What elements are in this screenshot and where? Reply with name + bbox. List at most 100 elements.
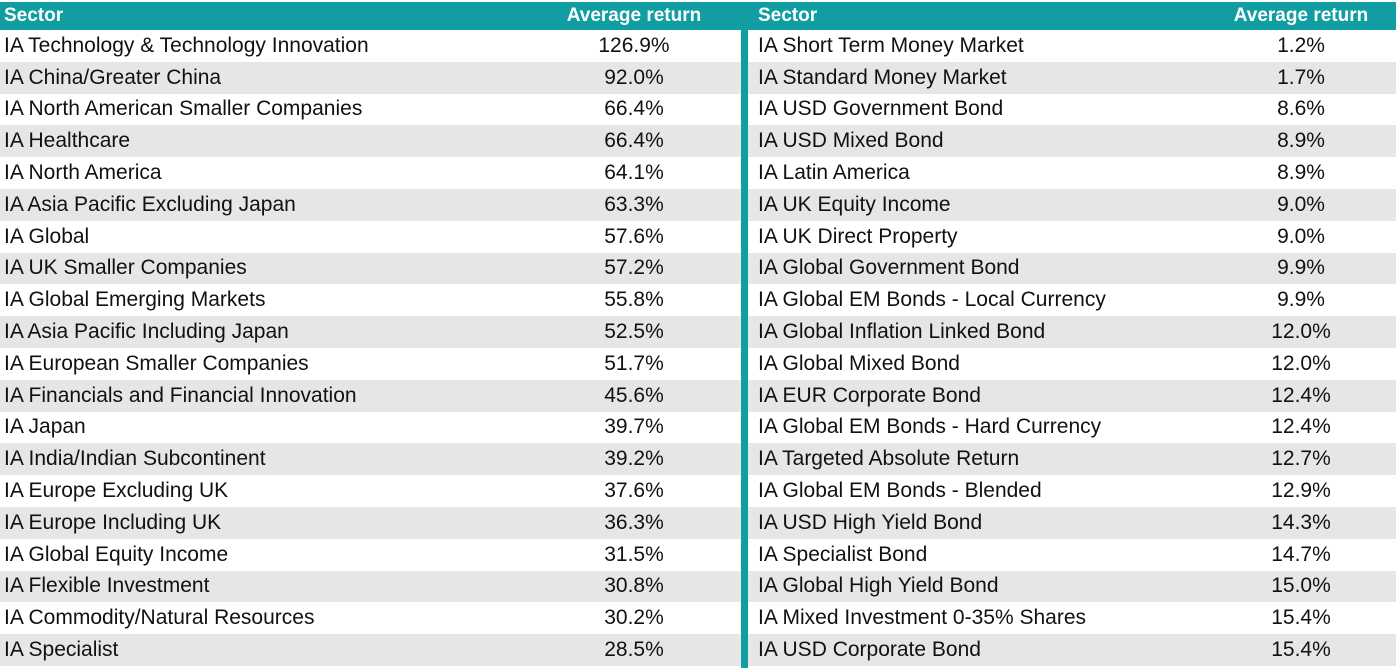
average-return-cell: 66.4%: [604, 129, 664, 153]
sector-cell: IA Healthcare: [4, 129, 131, 153]
table-row: IA Short Term Money Market 1.2%: [748, 30, 1396, 62]
table-row: IA Global Government Bond 9.9%: [748, 252, 1396, 285]
table-row: IA Standard Money Market 1.7%: [748, 61, 1396, 94]
table-row: IA India/Indian Subcontinent 39.2%: [0, 443, 742, 476]
table-row: IA Asia Pacific Including Japan 52.5%: [0, 316, 742, 348]
table-row: IA USD Corporate Bond 15.4%: [748, 634, 1396, 666]
table-row: IA North American Smaller Companies 66.4%: [0, 94, 742, 126]
table-row: IA Global High Yield Bond 15.0%: [748, 570, 1396, 603]
average-return-cell: 12.7%: [1271, 447, 1331, 471]
table-row: IA Flexible Investment 30.8%: [0, 570, 742, 603]
table-row: IA Japan 39.7%: [0, 412, 742, 444]
sector-cell: IA Global High Yield Bond: [758, 574, 999, 598]
sector-cell: IA Technology & Technology Innovation: [4, 33, 369, 57]
table-row: IA UK Direct Property 9.0%: [748, 221, 1396, 253]
sector-cell: IA Specialist: [4, 638, 119, 662]
average-return-cell: 52.5%: [604, 320, 664, 344]
sector-cell: IA USD High Yield Bond: [758, 510, 983, 534]
table-row: IA Global Equity Income 31.5%: [0, 539, 742, 571]
sector-cell: IA European Smaller Companies: [4, 351, 309, 375]
average-return-cell: 12.4%: [1271, 383, 1331, 407]
sector-cell: IA Global EM Bonds - Blended: [758, 479, 1042, 503]
table-row: IA Healthcare 66.4%: [0, 125, 742, 158]
sector-cell: IA USD Government Bond: [758, 97, 1004, 121]
table-header: Sector Average return: [748, 2, 1396, 30]
average-return-cell: 15.4%: [1271, 638, 1331, 662]
table-row: IA USD Mixed Bond 8.9%: [748, 125, 1396, 158]
table-row: IA Targeted Absolute Return 12.7%: [748, 443, 1396, 476]
table-row: IA Specialist 28.5%: [0, 634, 742, 666]
sector-cell: IA China/Greater China: [4, 65, 222, 89]
sector-cell: IA Standard Money Market: [758, 65, 1007, 89]
table-divider: [741, 2, 748, 668]
table-row: IA Global EM Bonds - Blended 12.9%: [748, 475, 1396, 507]
average-return-cell: 31.5%: [604, 542, 664, 566]
table-row: IA Asia Pacific Excluding Japan 63.3%: [0, 188, 742, 221]
average-return-cell: 9.9%: [1277, 256, 1325, 280]
average-return-cell: 12.0%: [1271, 351, 1331, 375]
table-row: IA North America 64.1%: [0, 157, 742, 189]
table-row: IA Global 57.6%: [0, 221, 742, 253]
average-return-cell: 63.3%: [604, 192, 664, 216]
sector-cell: IA Global Emerging Markets: [4, 288, 266, 312]
table-row: IA China/Greater China 92.0%: [0, 61, 742, 94]
sector-cell: IA Japan: [4, 415, 86, 439]
table-row: IA USD Government Bond 8.6%: [748, 94, 1396, 126]
table-row: IA EUR Corporate Bond 12.4%: [748, 379, 1396, 412]
average-return-cell: 1.2%: [1277, 33, 1325, 57]
average-return-cell: 92.0%: [604, 65, 664, 89]
average-return-column-header: Average return: [1233, 5, 1369, 26]
table-row: IA Global Inflation Linked Bond 12.0%: [748, 316, 1396, 348]
sector-cell: IA Europe Including UK: [4, 510, 222, 534]
sector-cell: IA Mixed Investment 0-35% Shares: [758, 606, 1086, 630]
table-row: IA Global Mixed Bond 12.0%: [748, 348, 1396, 380]
average-return-cell: 37.6%: [604, 479, 664, 503]
average-return-cell: 1.7%: [1277, 65, 1325, 89]
average-return-cell: 9.9%: [1277, 288, 1325, 312]
sector-cell: IA India/Indian Subcontinent: [4, 447, 266, 471]
sector-cell: IA Asia Pacific Excluding Japan: [4, 192, 296, 216]
table-row: IA UK Equity Income 9.0%: [748, 188, 1396, 221]
sector-cell: IA UK Equity Income: [758, 192, 951, 216]
average-return-cell: 30.2%: [604, 606, 664, 630]
table-row: IA UK Smaller Companies 57.2%: [0, 252, 742, 285]
average-return-cell: 9.0%: [1277, 192, 1325, 216]
average-return-cell: 14.3%: [1271, 510, 1331, 534]
table-row: IA Commodity/Natural Resources 30.2%: [0, 602, 742, 634]
average-return-cell: 12.0%: [1271, 320, 1331, 344]
sector-column-header: Sector: [4, 5, 64, 26]
sector-cell: IA Global EM Bonds - Hard Currency: [758, 415, 1102, 439]
sector-cell: IA Global EM Bonds - Local Currency: [758, 288, 1106, 312]
sector-cell: IA Europe Excluding UK: [4, 479, 229, 503]
average-return-cell: 8.9%: [1277, 129, 1325, 153]
average-return-cell: 55.8%: [604, 288, 664, 312]
table-row: IA Global EM Bonds - Local Currency 9.9%: [748, 284, 1396, 316]
average-return-cell: 64.1%: [604, 161, 664, 185]
average-return-cell: 15.4%: [1271, 606, 1331, 630]
table-row: IA Global Emerging Markets 55.8%: [0, 284, 742, 316]
sector-cell: IA Flexible Investment: [4, 574, 210, 598]
table-row: IA European Smaller Companies 51.7%: [0, 348, 742, 380]
average-return-cell: 12.4%: [1271, 415, 1331, 439]
sector-cell: IA Specialist Bond: [758, 542, 928, 566]
average-return-cell: 126.9%: [598, 33, 670, 57]
average-return-cell: 15.0%: [1271, 574, 1331, 598]
average-return-cell: 9.0%: [1277, 224, 1325, 248]
table-row: IA Europe Including UK 36.3%: [0, 506, 742, 539]
table-row: IA Latin America 8.9%: [748, 157, 1396, 189]
table-row: IA Global EM Bonds - Hard Currency 12.4%: [748, 412, 1396, 444]
average-return-cell: 51.7%: [604, 351, 664, 375]
sector-cell: IA Commodity/Natural Resources: [4, 606, 315, 630]
average-return-column-header: Average return: [566, 5, 702, 26]
average-return-cell: 39.2%: [604, 447, 664, 471]
average-return-cell: 30.8%: [604, 574, 664, 598]
average-return-cell: 57.2%: [604, 256, 664, 280]
average-return-cell: 28.5%: [604, 638, 664, 662]
sector-cell: IA Global Inflation Linked Bond: [758, 320, 1046, 344]
average-return-cell: 36.3%: [604, 510, 664, 534]
average-return-cell: 8.9%: [1277, 161, 1325, 185]
sector-cell: IA Global Mixed Bond: [758, 351, 960, 375]
sector-cell: IA Global Government Bond: [758, 256, 1020, 280]
right-table: Sector Average return IA Short Term Money …: [748, 2, 1396, 666]
